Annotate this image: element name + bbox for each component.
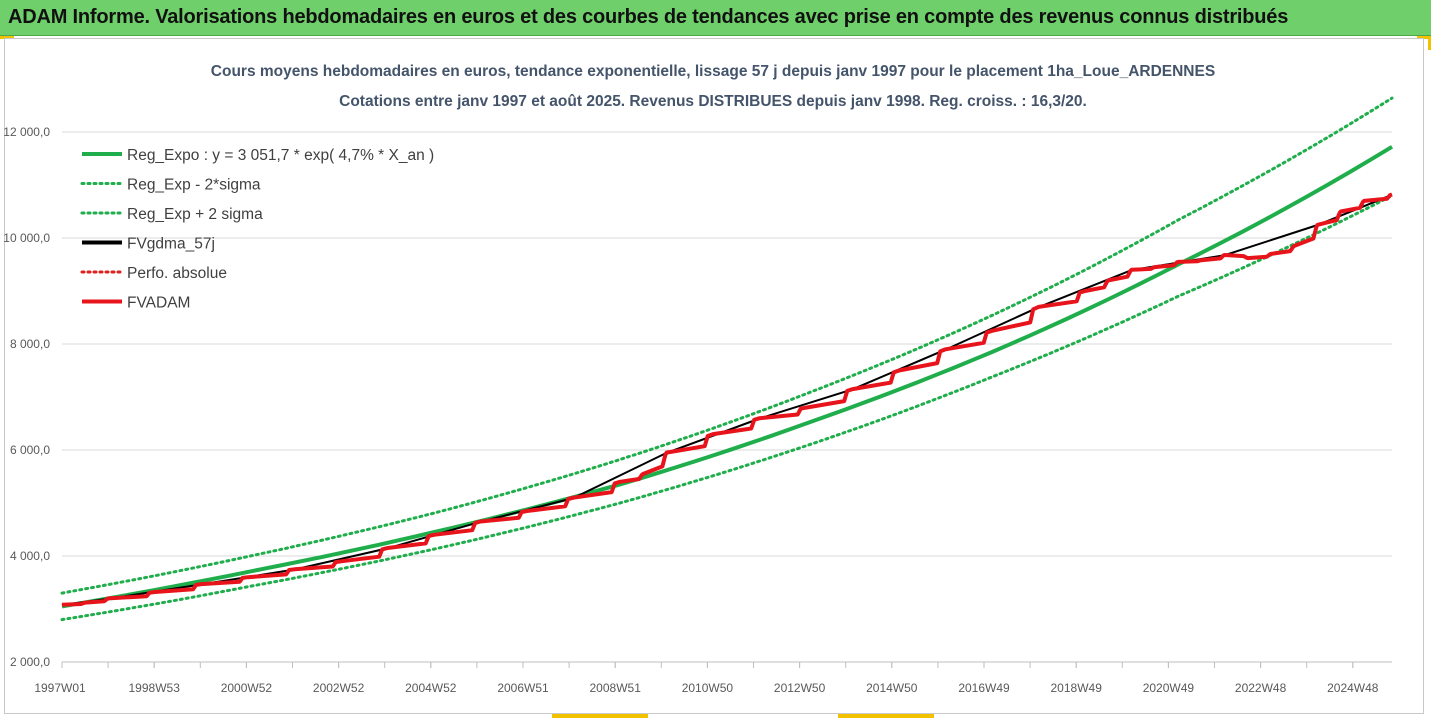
- corner-mark-bottom-1: [552, 714, 648, 718]
- y-tick-label: 6 000,0: [10, 443, 50, 457]
- x-tick-label: 2006W51: [497, 681, 549, 695]
- legend-label: Perfo. absolue: [127, 265, 227, 282]
- x-tick-label: 2016W49: [958, 681, 1010, 695]
- corner-mark-right: [1428, 36, 1431, 50]
- legend-label: FVgdma_57j: [127, 236, 215, 253]
- x-tick-label: 2004W52: [405, 681, 457, 695]
- y-tick-label: 8 000,0: [10, 337, 50, 351]
- x-axis-ticks: 1997W01 1998W53 2000W52 2002W52 2004W52 2006W…: [34, 661, 1392, 695]
- chart-title-line2: Cotations entre janv 1997 et août 2025. …: [339, 93, 1087, 110]
- banner-title: ADAM Informe. Valorisations hebdomadaire…: [8, 6, 1289, 28]
- corner-mark-top-right: [1417, 36, 1431, 39]
- x-tick-label: 2008W51: [590, 681, 642, 695]
- corner-mark-bottom-2: [838, 714, 934, 718]
- series-reg-expo: [61, 145, 1394, 609]
- x-tick-label: 2018W49: [1051, 681, 1103, 695]
- x-tick-label: 2024W48: [1327, 681, 1379, 695]
- series-reg-exp-plus-2sigma: [60, 96, 1394, 595]
- series-reg-exp-minus-2sigma: [60, 194, 1394, 622]
- legend: Reg_Expo : y = 3 051,7 * exp( 4,7% * X_a…: [80, 147, 434, 312]
- x-tick-label: 2002W52: [313, 681, 365, 695]
- x-tick-label: 2014W50: [866, 681, 918, 695]
- x-tick-label: 2022W48: [1235, 681, 1287, 695]
- legend-label: Reg_Exp + 2 sigma: [127, 206, 263, 223]
- series-fvadam: [61, 192, 1393, 607]
- y-tick-label: 10 000,0: [3, 231, 50, 245]
- x-tick-label: 1998W53: [129, 681, 181, 695]
- legend-label: Reg_Exp - 2*sigma: [127, 177, 261, 194]
- x-tick-label: 2010W50: [682, 681, 734, 695]
- legend-label: FVADAM: [127, 295, 190, 312]
- x-tick-label: 2012W50: [774, 681, 826, 695]
- chart-frame: [4, 38, 1424, 714]
- x-tick-label: 1997W01: [34, 681, 86, 695]
- x-tick-label: 2000W52: [221, 681, 273, 695]
- legend-label: Reg_Expo : y = 3 051,7 * exp( 4,7% * X_a…: [127, 147, 434, 164]
- y-tick-label: 4 000,0: [10, 549, 50, 563]
- corner-mark-top-left: [0, 36, 14, 39]
- y-tick-label: 12 000,0: [3, 125, 50, 139]
- x-tick-label: 2020W49: [1143, 681, 1195, 695]
- y-axis-ticks: 2 000,0 4 000,0 6 000,0 8 000,0 10 000,0 12 0…: [3, 125, 50, 669]
- series-layer: [60, 96, 1394, 622]
- y-tick-label: 2 000,0: [10, 655, 50, 669]
- banner: ADAM Informe. Valorisations hebdomadaire…: [0, 0, 1431, 36]
- chart-title-line1: Cours moyens hebdomadaires en euros, ten…: [211, 63, 1215, 80]
